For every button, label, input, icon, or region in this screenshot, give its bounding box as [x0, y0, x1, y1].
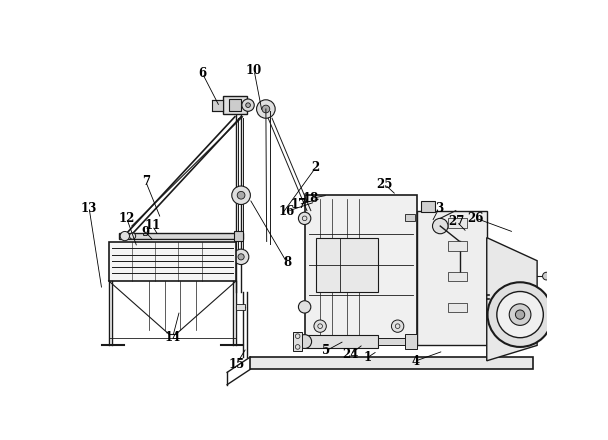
Text: 5: 5 [322, 345, 330, 357]
Circle shape [510, 304, 531, 326]
Circle shape [238, 254, 244, 260]
Bar [250, 357, 533, 369]
Text: 14: 14 [165, 331, 181, 344]
Circle shape [314, 320, 326, 332]
Text: 1: 1 [363, 351, 371, 364]
Circle shape [130, 233, 136, 239]
Text: 17: 17 [290, 198, 306, 211]
Circle shape [232, 186, 250, 205]
Bar [237, 304, 245, 310]
Bar [305, 335, 378, 348]
Bar [316, 238, 378, 292]
Bar [223, 96, 246, 114]
Circle shape [233, 249, 249, 264]
Text: 11: 11 [144, 219, 161, 232]
Circle shape [392, 320, 404, 332]
Circle shape [262, 105, 270, 113]
Text: 15: 15 [228, 358, 244, 371]
Bar [421, 202, 435, 212]
Bar [293, 332, 302, 351]
Text: 10: 10 [246, 64, 262, 77]
Polygon shape [487, 238, 537, 361]
Text: 13: 13 [81, 202, 97, 215]
Circle shape [246, 103, 250, 107]
Bar [229, 99, 241, 111]
Circle shape [120, 231, 130, 241]
Bar [406, 214, 415, 220]
Text: 7: 7 [142, 175, 150, 188]
Text: 12: 12 [119, 213, 135, 225]
Text: 16: 16 [279, 205, 295, 218]
Bar [119, 233, 243, 239]
Circle shape [542, 272, 550, 280]
Bar [212, 100, 223, 110]
Circle shape [497, 292, 544, 338]
Text: 24: 24 [342, 348, 359, 361]
Text: 25: 25 [376, 178, 393, 191]
Circle shape [516, 310, 525, 319]
Text: 18: 18 [303, 192, 319, 205]
Text: 9: 9 [142, 226, 150, 239]
Bar [234, 231, 243, 241]
Text: 27: 27 [449, 215, 465, 228]
Circle shape [242, 99, 254, 111]
Text: 8: 8 [283, 257, 291, 269]
Text: 3: 3 [435, 202, 443, 215]
Bar [378, 338, 409, 345]
Circle shape [299, 301, 311, 313]
Circle shape [298, 334, 311, 348]
Bar [448, 272, 468, 282]
Bar [305, 195, 417, 345]
Circle shape [257, 100, 275, 118]
Text: 2: 2 [311, 161, 319, 175]
Text: 6: 6 [198, 66, 206, 80]
Bar [417, 211, 487, 345]
Circle shape [299, 212, 311, 224]
Circle shape [488, 282, 553, 347]
Circle shape [432, 218, 448, 234]
Text: 4: 4 [411, 355, 420, 367]
Text: 26: 26 [468, 212, 484, 225]
Circle shape [237, 191, 245, 199]
Bar [109, 242, 237, 281]
Bar [448, 303, 468, 312]
Bar [448, 242, 468, 251]
Bar [406, 334, 417, 349]
Bar [448, 218, 468, 227]
